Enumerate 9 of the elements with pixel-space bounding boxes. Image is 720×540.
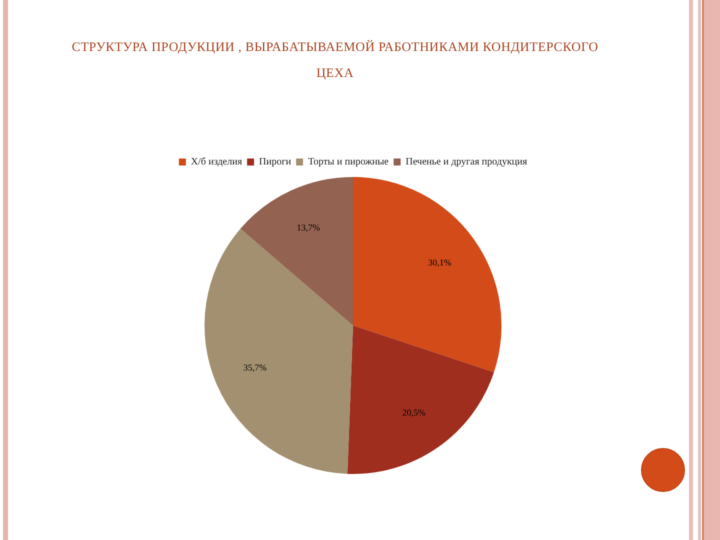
data-label: 30,1% bbox=[428, 257, 452, 268]
legend-label: Х/б изделия bbox=[190, 156, 242, 168]
data-label: 13,7% bbox=[296, 222, 321, 233]
data-label: 35,7% bbox=[243, 362, 268, 373]
legend-label: Торты и пирожные bbox=[308, 156, 390, 168]
chart-title: СТРУКТУРА ПРОДУКЦИИ , ВЫРАБАТЫВАЕМОЙ РАБОТНИКАМИ КОНДИТЕРСКОГО ЦЕХА bbox=[70, 38, 600, 82]
legend-label: Печенье и другая продукция bbox=[406, 156, 528, 168]
legend-label: Пироги bbox=[259, 156, 292, 168]
data-label: 20,5% bbox=[402, 408, 426, 418]
